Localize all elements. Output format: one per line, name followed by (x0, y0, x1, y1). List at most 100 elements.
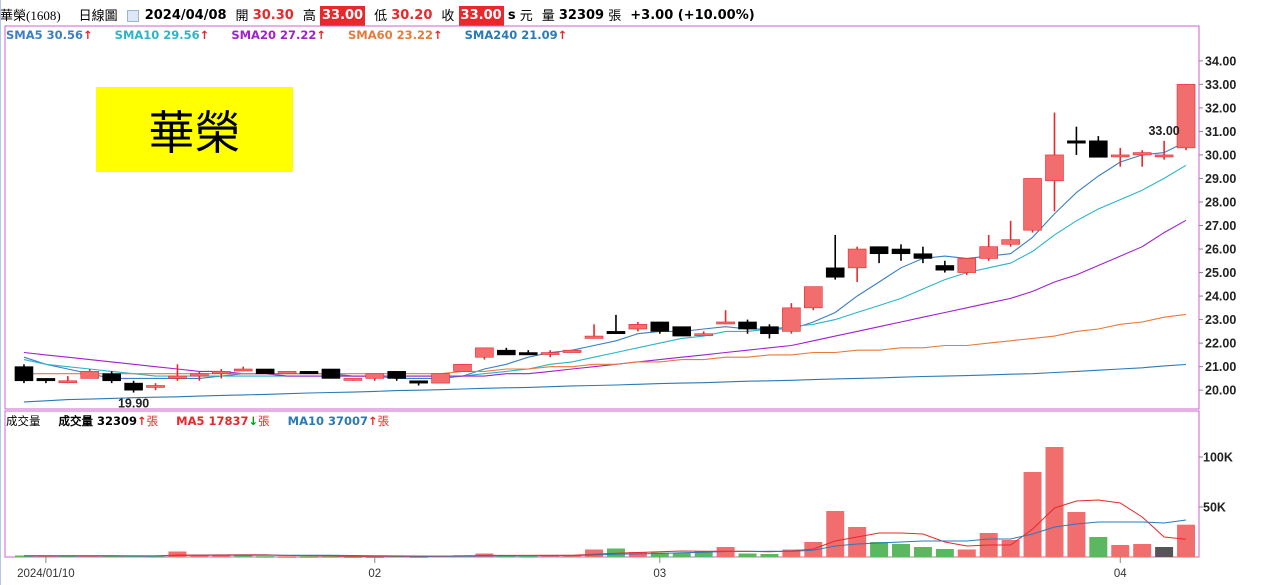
volume-bar (1177, 524, 1196, 557)
sma-line-sma5 (23, 141, 1187, 379)
candle (1132, 150, 1152, 167)
candle-body (58, 380, 78, 384)
low-label: 低 (374, 8, 388, 23)
chart-kind[interactable]: 日線圖 (78, 8, 118, 23)
volume-bar (300, 556, 318, 558)
candle (782, 303, 801, 334)
sma-line-sma60 (24, 313, 1187, 375)
candle (431, 373, 450, 384)
price-tick-label: 30.00 (1205, 148, 1236, 162)
candle-body (1001, 239, 1020, 245)
candle (146, 383, 165, 391)
candle (102, 371, 121, 384)
volume-bar (146, 556, 165, 558)
candle-body (431, 373, 450, 384)
sma-legend-item: SMA20 27.22↑ (231, 28, 326, 42)
volume-legend-title: 成交量 (6, 414, 41, 428)
sma-line-sma240 (23, 363, 1187, 403)
volume-bar (102, 555, 121, 558)
candle (913, 246, 933, 264)
volume-bar (563, 555, 582, 558)
candle-body (672, 326, 692, 337)
quote-header: 華榮(1608) 日線圖 2024/04/08 開 30.30 高 33.00 … (0, 6, 1267, 26)
candle-body (650, 321, 670, 332)
candle-body (124, 382, 143, 391)
sma-legend-item: SMA240 21.09↑ (464, 28, 568, 42)
volume-bar (14, 555, 33, 557)
candle (36, 378, 56, 384)
candle (212, 369, 231, 379)
s-label: s (507, 8, 516, 23)
candle (979, 234, 998, 261)
candle (760, 324, 779, 339)
candle-body (1154, 154, 1174, 158)
volume-bar (694, 551, 713, 557)
unit-label: 元 (519, 8, 533, 23)
volume-bar (1045, 447, 1064, 557)
volume-bar (957, 549, 976, 557)
date-tick-label: 03 (653, 568, 666, 580)
volume-bar (935, 549, 954, 557)
volume-panel-frame (4, 410, 1200, 558)
candle (233, 366, 253, 372)
candle (365, 373, 385, 381)
price-tick-label: 34.00 (1205, 54, 1236, 68)
candle-body (277, 371, 297, 375)
volume-bar (826, 511, 845, 557)
candle-body (1045, 154, 1064, 182)
candle (584, 324, 604, 339)
candle-body (562, 349, 582, 353)
candle-body (804, 286, 823, 309)
candle (935, 260, 955, 273)
price-tick-label: 31.00 (1205, 125, 1236, 139)
volume-bar (168, 551, 187, 557)
candle-body (102, 373, 121, 382)
candle (80, 369, 100, 379)
candle (1001, 220, 1020, 247)
volume-bar (36, 555, 55, 558)
volume-bar (1155, 547, 1174, 557)
volume-bar (124, 556, 143, 558)
candle-body (321, 368, 341, 379)
price-tick-label: 25.00 (1205, 266, 1236, 280)
volume-bar (738, 553, 757, 557)
candle (606, 314, 626, 335)
price-tick-label: 20.00 (1205, 384, 1236, 398)
candle-body (255, 368, 275, 375)
candle (891, 244, 911, 261)
sma-line-sma10 (23, 164, 1187, 377)
volume-bar (628, 552, 647, 557)
candle (14, 364, 34, 384)
volume-bar (1023, 472, 1042, 557)
candle (518, 350, 538, 356)
candle-body (694, 333, 713, 337)
volume-bar (497, 555, 516, 558)
volume-bar (343, 556, 362, 558)
candle-body (716, 321, 735, 325)
price-panel-frame (4, 25, 1200, 410)
volume-bar (1089, 537, 1108, 557)
close-label: 收 (441, 8, 455, 23)
candle (58, 376, 78, 384)
candle (124, 380, 143, 393)
calendar-icon[interactable] (126, 10, 139, 22)
volume-bar (58, 556, 77, 558)
candle (1045, 112, 1064, 212)
candle (168, 364, 187, 381)
candle (869, 246, 889, 264)
volume-bar (387, 556, 406, 558)
price-tick-label: 33.00 (1205, 78, 1236, 92)
price-tick-label: 29.00 (1205, 172, 1236, 186)
candle (1067, 126, 1086, 155)
volume-bar (650, 552, 669, 557)
price-tick-label: 21.00 (1205, 360, 1236, 374)
candle (497, 347, 516, 356)
candle (650, 321, 670, 334)
candle (475, 347, 494, 360)
price-tick-label: 26.00 (1205, 243, 1236, 257)
volume-legend-item: MA10 37007↑張 (287, 414, 390, 428)
volume-bar (212, 555, 231, 557)
candle (540, 350, 560, 358)
sma-legend-item: SMA60 23.22↑ (347, 28, 443, 42)
